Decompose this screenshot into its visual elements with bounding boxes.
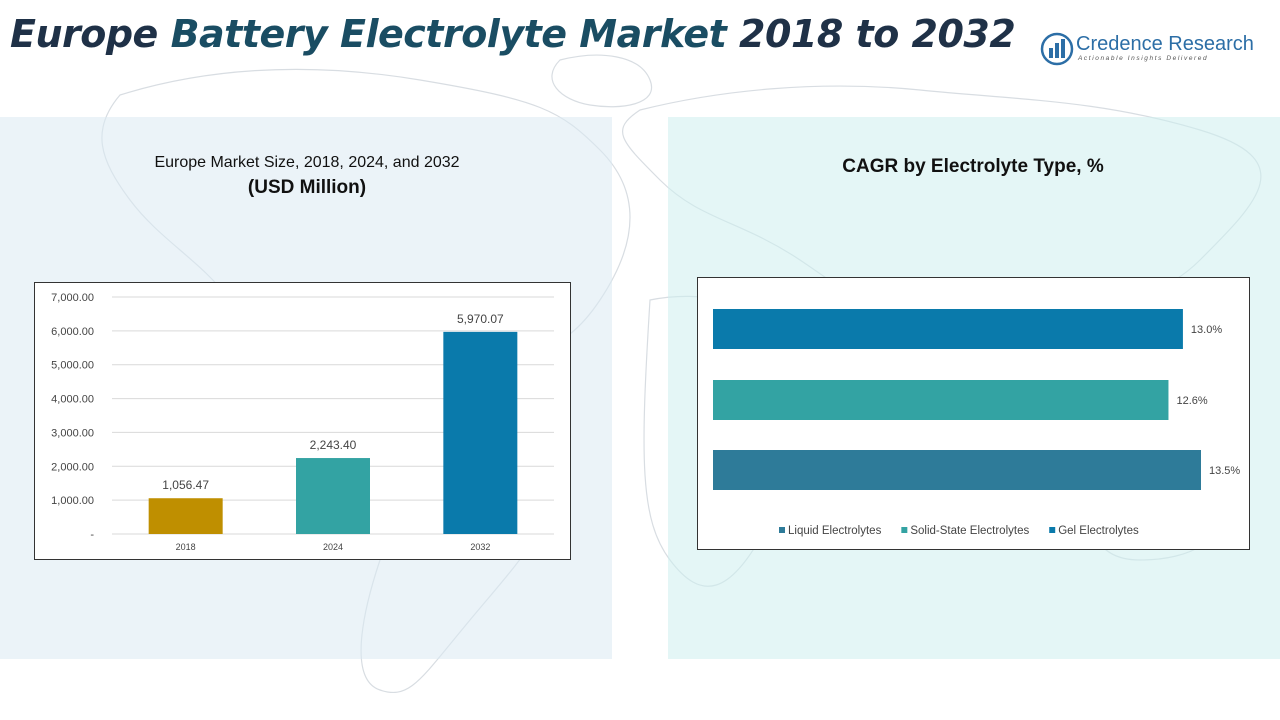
logo-icon [1040, 32, 1074, 66]
logo-name: Credence Research [1076, 33, 1254, 55]
legend-swatch-solid-state-electrolytes [901, 527, 908, 533]
bar-liquid-electrolytes [713, 450, 1201, 490]
legend-swatch-gel-electrolytes [1049, 527, 1056, 533]
x-tick-label: 2032 [470, 542, 490, 552]
market-size-chart: - 1,000.00 2,000.00 3,000.00 4,000.00 5,000.0… [34, 282, 571, 560]
y-tick-label: 1,000.00 [51, 495, 94, 507]
y-tick-label: 5,000.00 [51, 360, 94, 372]
bar-value-label: 13.0% [1191, 324, 1222, 336]
legend-label-liquid-electrolytes: Liquid Electrolytes [788, 525, 882, 537]
bar-2024 [296, 458, 370, 534]
legend-label-solid-state-electrolytes: Solid-State Electrolytes [910, 525, 1029, 537]
bar-value-label: 5,970.07 [457, 312, 504, 326]
title-part-market: Battery Electrolyte Market [170, 12, 727, 56]
bar-gel-electrolytes [713, 309, 1183, 349]
market-size-title: Europe Market Size, 2018, 2024, and 2032 [154, 154, 460, 171]
y-tick-label: 7,000.00 [51, 292, 94, 304]
y-tick-label: 2,000.00 [51, 461, 94, 473]
y-tick-label: - [90, 529, 94, 541]
bar-value-label: 12.6% [1176, 395, 1207, 407]
bar-value-label: 13.5% [1209, 465, 1240, 477]
bar-solid-state-electrolytes [713, 380, 1169, 420]
x-tick-label: 2024 [323, 542, 343, 552]
y-tick-label: 6,000.00 [51, 326, 94, 338]
cagr-chart: 13.0% 12.6% 13.5% Liquid Electrolytes Solid… [697, 277, 1250, 550]
bar-value-label: 2,243.40 [310, 438, 357, 452]
legend-label-gel-electrolytes: Gel Electrolytes [1058, 525, 1139, 537]
bar-2018 [148, 498, 223, 534]
cagr-title: CAGR by Electrolyte Type, % [842, 156, 1104, 177]
y-tick-label: 3,000.00 [51, 427, 94, 439]
logo-tagline: Actionable Insights Delivered [1078, 55, 1209, 62]
bar-value-label: 1,056.47 [162, 478, 209, 492]
y-tick-label: 4,000.00 [51, 394, 94, 406]
title-part-europe: Europe [10, 12, 171, 56]
legend-swatch-liquid-electrolytes [779, 527, 785, 533]
market-size-unit: (USD Million) [247, 177, 367, 198]
title-part-years: 2018 to 2032 [726, 12, 1016, 56]
page-title: Europe Battery Electrolyte Market 2018 t… [10, 12, 1016, 56]
x-tick-label: 2018 [176, 542, 196, 552]
bar-2032 [443, 331, 518, 534]
credence-research-logo: Credence Research Actionable Insights De… [1040, 30, 1260, 70]
